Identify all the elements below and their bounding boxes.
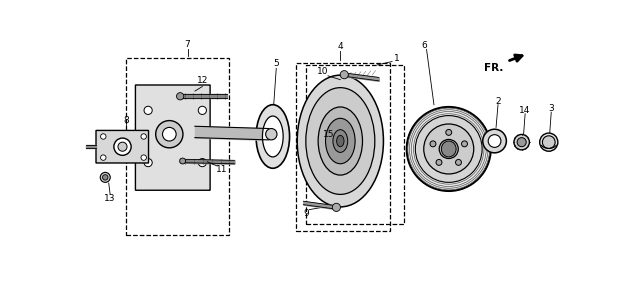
Ellipse shape: [326, 118, 355, 164]
Ellipse shape: [326, 117, 339, 130]
Circle shape: [406, 107, 491, 191]
Text: 1: 1: [394, 54, 400, 63]
Circle shape: [100, 155, 106, 160]
Polygon shape: [126, 58, 230, 235]
Text: 4: 4: [337, 42, 343, 51]
Circle shape: [156, 121, 183, 148]
FancyBboxPatch shape: [136, 85, 210, 190]
Circle shape: [439, 140, 458, 158]
Circle shape: [141, 134, 147, 139]
Text: 15: 15: [323, 130, 335, 139]
Circle shape: [114, 138, 131, 155]
Circle shape: [514, 135, 529, 150]
Circle shape: [456, 159, 461, 165]
Text: 12: 12: [196, 76, 208, 85]
Circle shape: [430, 141, 436, 147]
Circle shape: [163, 127, 176, 141]
Circle shape: [144, 158, 152, 167]
Circle shape: [100, 134, 106, 139]
Ellipse shape: [326, 152, 339, 165]
Ellipse shape: [333, 130, 348, 153]
Text: 3: 3: [548, 104, 554, 113]
Circle shape: [540, 133, 558, 151]
Text: 8: 8: [123, 116, 129, 125]
Circle shape: [340, 71, 348, 79]
Ellipse shape: [297, 75, 383, 207]
Ellipse shape: [318, 107, 362, 175]
Text: 7: 7: [185, 40, 191, 49]
Text: 13: 13: [104, 194, 116, 204]
Ellipse shape: [340, 154, 353, 167]
Circle shape: [436, 159, 442, 165]
Text: 6: 6: [421, 41, 427, 50]
Circle shape: [118, 142, 127, 151]
Ellipse shape: [256, 105, 289, 168]
Text: 5: 5: [273, 59, 279, 68]
Circle shape: [488, 135, 501, 148]
Circle shape: [266, 129, 277, 140]
Ellipse shape: [306, 88, 375, 194]
Circle shape: [180, 158, 186, 164]
Ellipse shape: [442, 141, 456, 157]
Text: 11: 11: [216, 165, 228, 174]
Text: 10: 10: [317, 67, 329, 76]
Circle shape: [543, 136, 555, 148]
Circle shape: [144, 106, 152, 114]
Circle shape: [141, 155, 147, 160]
Text: 2: 2: [495, 97, 501, 106]
Circle shape: [517, 137, 526, 147]
Ellipse shape: [340, 115, 353, 128]
Circle shape: [177, 93, 184, 100]
Text: FR.: FR.: [484, 63, 503, 73]
Circle shape: [446, 130, 452, 135]
Ellipse shape: [337, 135, 344, 147]
Circle shape: [198, 158, 207, 167]
Circle shape: [424, 124, 474, 174]
FancyBboxPatch shape: [96, 130, 148, 163]
Circle shape: [100, 172, 110, 182]
Circle shape: [198, 106, 207, 114]
Ellipse shape: [262, 116, 283, 157]
Circle shape: [461, 141, 467, 147]
Text: 9: 9: [303, 209, 308, 218]
Circle shape: [483, 129, 506, 153]
Circle shape: [102, 175, 108, 180]
Circle shape: [332, 203, 340, 212]
Circle shape: [415, 116, 482, 182]
Text: 14: 14: [520, 106, 531, 115]
